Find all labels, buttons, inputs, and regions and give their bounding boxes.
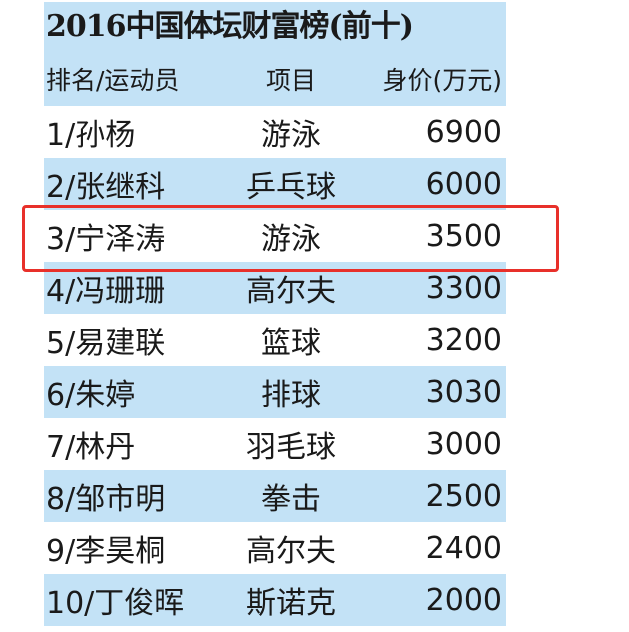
value-cell: 2400 bbox=[425, 530, 502, 566]
sport-cell: 游泳 bbox=[261, 118, 321, 153]
table-row: 8/邹市明 拳击 2500 bbox=[44, 470, 506, 522]
sport-cell: 羽毛球 bbox=[246, 430, 336, 465]
value-cell: 3300 bbox=[425, 270, 502, 306]
athlete-cell: 6/朱婷 bbox=[46, 378, 136, 413]
athlete-cell: 4/冯珊珊 bbox=[46, 274, 166, 309]
value-cell: 3030 bbox=[425, 374, 502, 410]
value-cell: 3500 bbox=[425, 218, 502, 254]
table-row: 3/宁泽涛 游泳 3500 bbox=[44, 210, 506, 262]
table-row: 1/孙杨 游泳 6900 bbox=[44, 106, 506, 158]
sport-cell: 游泳 bbox=[261, 222, 321, 257]
sport-cell: 拳击 bbox=[261, 482, 321, 517]
sport-cell: 高尔夫 bbox=[246, 274, 336, 309]
table-row: 2/张继科 乒乓球 6000 bbox=[44, 158, 506, 210]
header-value: 身价(万元) bbox=[382, 66, 502, 95]
sport-cell: 斯诺克 bbox=[246, 586, 336, 621]
athlete-cell: 3/宁泽涛 bbox=[46, 222, 166, 257]
athlete-cell: 10/丁俊晖 bbox=[46, 586, 185, 621]
table-title: 2016中国体坛财富榜(前十) bbox=[44, 2, 506, 52]
sport-cell: 高尔夫 bbox=[246, 534, 336, 569]
athlete-cell: 2/张继科 bbox=[46, 170, 166, 205]
value-cell: 6900 bbox=[425, 114, 502, 150]
table-row: 9/李昊桐 高尔夫 2400 bbox=[44, 522, 506, 574]
header-row: 排名/运动员 项目 身价(万元) bbox=[44, 52, 506, 106]
header-athlete: 排名/运动员 bbox=[46, 66, 180, 95]
header-sport: 项目 bbox=[265, 66, 316, 95]
value-cell: 3000 bbox=[425, 426, 502, 462]
table-row: 10/丁俊晖 斯诺克 2000 bbox=[44, 574, 506, 626]
wealth-ranking-table: 2016中国体坛财富榜(前十) 排名/运动员 项目 身价(万元) 1/孙杨 游泳 6… bbox=[44, 2, 506, 626]
table-row: 5/易建联 篮球 3200 bbox=[44, 314, 506, 366]
highlight-box bbox=[22, 205, 559, 272]
table-row: 6/朱婷 排球 3030 bbox=[44, 366, 506, 418]
value-cell: 2000 bbox=[425, 582, 502, 618]
athlete-cell: 5/易建联 bbox=[46, 326, 166, 361]
value-cell: 3200 bbox=[425, 322, 502, 358]
athlete-cell: 7/林丹 bbox=[46, 430, 136, 465]
sport-cell: 篮球 bbox=[261, 326, 321, 361]
athlete-cell: 1/孙杨 bbox=[46, 118, 136, 153]
sport-cell: 排球 bbox=[261, 378, 321, 413]
athlete-cell: 8/邹市明 bbox=[46, 482, 166, 517]
value-cell: 2500 bbox=[425, 478, 502, 514]
athlete-cell: 9/李昊桐 bbox=[46, 534, 166, 569]
table-row: 7/林丹 羽毛球 3000 bbox=[44, 418, 506, 470]
value-cell: 6000 bbox=[425, 166, 502, 202]
sport-cell: 乒乓球 bbox=[246, 170, 336, 205]
